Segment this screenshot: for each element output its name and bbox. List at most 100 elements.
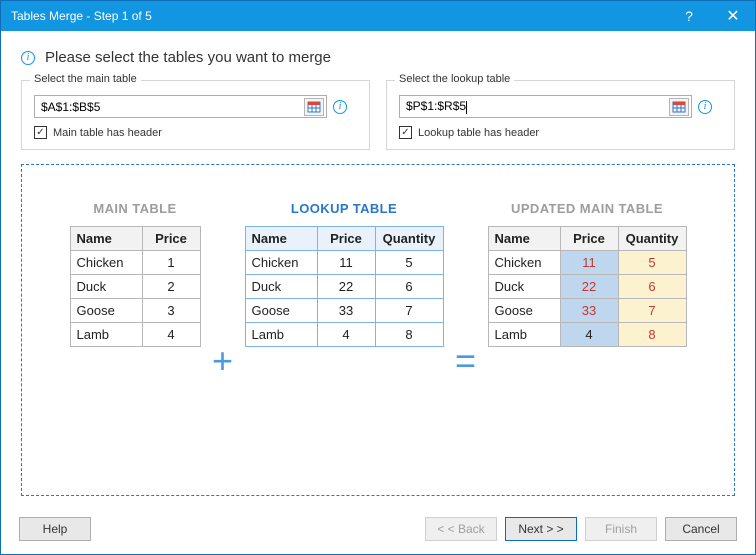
preview-panel: MAIN TABLE NamePriceChicken1Duck2Goose3L… xyxy=(21,164,735,496)
titlebar: Tables Merge - Step 1 of 5 ? ✕ xyxy=(1,1,755,31)
table-cell: 4 xyxy=(317,323,375,347)
table-row: Chicken1 xyxy=(70,251,200,275)
lookup-has-header-row[interactable]: ✓ Lookup table has header xyxy=(399,126,722,139)
main-range-input[interactable]: $A$1:$B$5 xyxy=(34,95,327,118)
info-icon[interactable]: i xyxy=(333,100,347,114)
main-range-value: $A$1:$B$5 xyxy=(41,100,304,114)
table-header: Price xyxy=(317,227,375,251)
table-cell: 7 xyxy=(375,299,443,323)
plus-icon: + xyxy=(211,297,235,379)
updated-table-panel: UPDATED MAIN TABLE NamePriceQuantityChic… xyxy=(488,201,687,347)
table-cell: 22 xyxy=(560,275,618,299)
table-header: Price xyxy=(560,227,618,251)
back-button: < < Back xyxy=(425,517,497,541)
lookup-table-fieldset: Select the lookup table $P$1:$R$5 i ✓ Lo… xyxy=(386,80,735,150)
main-table-title: MAIN TABLE xyxy=(93,201,176,216)
table-cell: 6 xyxy=(375,275,443,299)
table-row: Duck226 xyxy=(245,275,443,299)
main-has-header-label: Main table has header xyxy=(53,127,162,139)
lookup-has-header-label: Lookup table has header xyxy=(418,127,539,139)
help-button[interactable]: Help xyxy=(19,517,91,541)
help-titlebar-button[interactable]: ? xyxy=(667,1,711,31)
table-cell: Lamb xyxy=(70,323,142,347)
table-cell: Goose xyxy=(70,299,142,323)
main-has-header-row[interactable]: ✓ Main table has header xyxy=(34,126,357,139)
table-cell: Chicken xyxy=(70,251,142,275)
window-title: Tables Merge - Step 1 of 5 xyxy=(11,9,667,23)
main-table-fieldset: Select the main table $A$1:$B$5 i ✓ Main… xyxy=(21,80,370,150)
table-cell: Duck xyxy=(70,275,142,299)
table-cell: Chicken xyxy=(488,251,560,275)
table-cell: 5 xyxy=(375,251,443,275)
page-heading: Please select the tables you want to mer… xyxy=(45,49,331,66)
table-row: Lamb48 xyxy=(245,323,443,347)
table-row: Duck226 xyxy=(488,275,686,299)
table-cell: 3 xyxy=(142,299,200,323)
table-row: Chicken115 xyxy=(488,251,686,275)
table-cell: 8 xyxy=(375,323,443,347)
table-cell: 33 xyxy=(560,299,618,323)
lookup-range-input[interactable]: $P$1:$R$5 xyxy=(399,95,692,118)
lookup-range-value: $P$1:$R$5 xyxy=(406,99,669,113)
table-cell: Chicken xyxy=(245,251,317,275)
table-cell: 11 xyxy=(317,251,375,275)
table-cell: 1 xyxy=(142,251,200,275)
main-table-label: Select the main table xyxy=(30,73,141,85)
table-cell: Lamb xyxy=(245,323,317,347)
table-header: Name xyxy=(245,227,317,251)
table-header: Price xyxy=(142,227,200,251)
table-cell: 7 xyxy=(618,299,686,323)
lookup-table-title: LOOKUP TABLE xyxy=(291,201,397,216)
lookup-range-row: $P$1:$R$5 i xyxy=(399,95,722,118)
table-row: Chicken115 xyxy=(245,251,443,275)
tables-merge-dialog: Tables Merge - Step 1 of 5 ? ✕ i Please … xyxy=(0,0,756,555)
table-header: Name xyxy=(70,227,142,251)
footer: Help < < Back Next > > Finish Cancel xyxy=(1,508,755,554)
info-icon: i xyxy=(21,51,35,65)
range-select-icon[interactable] xyxy=(669,98,689,116)
table-cell: 11 xyxy=(560,251,618,275)
equals-icon: = xyxy=(454,297,478,379)
table-row: Lamb4 xyxy=(70,323,200,347)
main-table: NamePriceChicken1Duck2Goose3Lamb4 xyxy=(70,226,201,347)
table-row: Goose337 xyxy=(245,299,443,323)
table-header: Name xyxy=(488,227,560,251)
table-cell: Lamb xyxy=(488,323,560,347)
table-cell: 4 xyxy=(560,323,618,347)
close-button[interactable]: ✕ xyxy=(711,1,755,31)
table-cell: 4 xyxy=(142,323,200,347)
updated-table: NamePriceQuantityChicken115Duck226Goose3… xyxy=(488,226,687,347)
checkbox-icon: ✓ xyxy=(399,126,412,139)
range-select-icon[interactable] xyxy=(304,98,324,116)
cancel-button[interactable]: Cancel xyxy=(665,517,737,541)
table-row: Goose3 xyxy=(70,299,200,323)
table-cell: 8 xyxy=(618,323,686,347)
dialog-content: i Please select the tables you want to m… xyxy=(1,31,755,508)
table-cell: Goose xyxy=(245,299,317,323)
table-row: Lamb48 xyxy=(488,323,686,347)
table-cell: 2 xyxy=(142,275,200,299)
updated-table-title: UPDATED MAIN TABLE xyxy=(511,201,663,216)
table-header: Quantity xyxy=(618,227,686,251)
lookup-table-panel: LOOKUP TABLE NamePriceQuantityChicken115… xyxy=(245,201,444,347)
table-cell: 6 xyxy=(618,275,686,299)
table-cell: 33 xyxy=(317,299,375,323)
next-button[interactable]: Next > > xyxy=(505,517,577,541)
checkbox-icon: ✓ xyxy=(34,126,47,139)
table-row: Duck2 xyxy=(70,275,200,299)
heading-row: i Please select the tables you want to m… xyxy=(21,49,735,66)
main-range-row: $A$1:$B$5 i xyxy=(34,95,357,118)
table-cell: Duck xyxy=(488,275,560,299)
info-icon[interactable]: i xyxy=(698,100,712,114)
table-cell: 22 xyxy=(317,275,375,299)
table-cell: Duck xyxy=(245,275,317,299)
finish-button: Finish xyxy=(585,517,657,541)
table-row: Goose337 xyxy=(488,299,686,323)
table-cell: Goose xyxy=(488,299,560,323)
main-table-panel: MAIN TABLE NamePriceChicken1Duck2Goose3L… xyxy=(70,201,201,347)
selectors-row: Select the main table $A$1:$B$5 i ✓ Main… xyxy=(21,80,735,150)
lookup-table-label: Select the lookup table xyxy=(395,73,514,85)
lookup-table: NamePriceQuantityChicken115Duck226Goose3… xyxy=(245,226,444,347)
text-cursor xyxy=(466,101,467,114)
table-cell: 5 xyxy=(618,251,686,275)
